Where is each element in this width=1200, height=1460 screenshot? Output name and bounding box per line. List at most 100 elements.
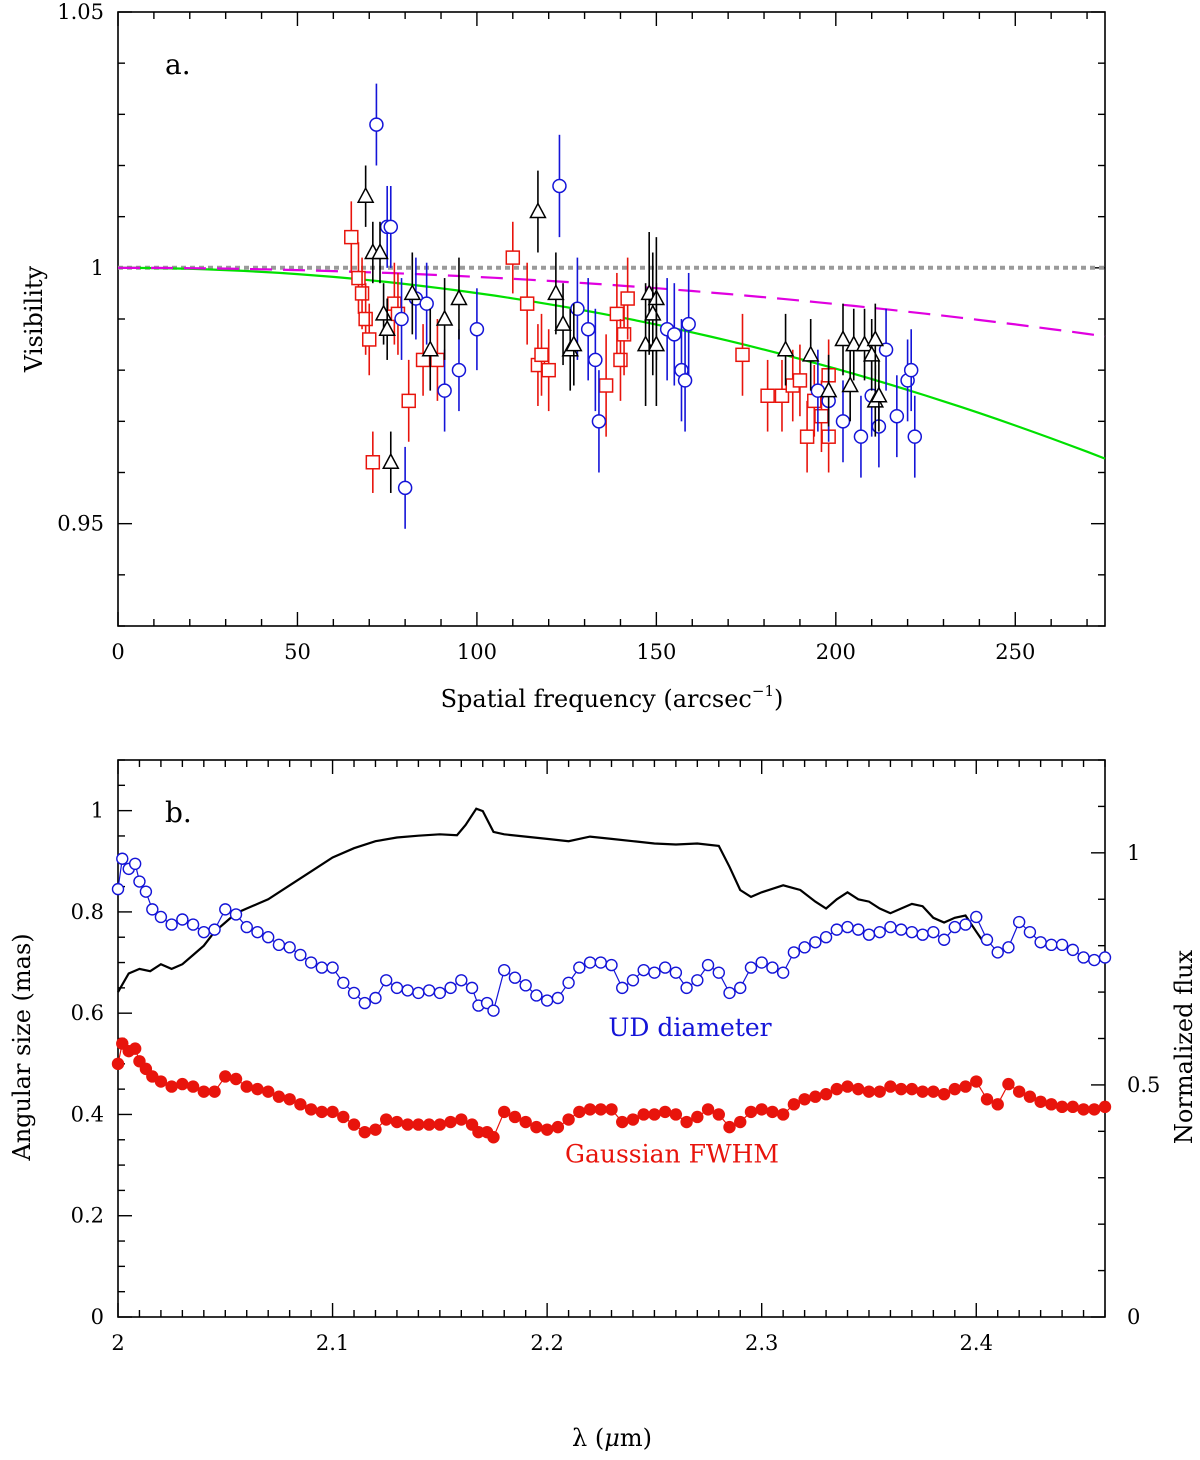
y2-tick-label: 0.5	[1127, 1073, 1160, 1097]
gaussian-fwhm-point	[830, 1082, 843, 1096]
ud-diameter-point	[573, 961, 586, 974]
ud-diameter-point	[508, 971, 522, 984]
circle-point	[552, 178, 567, 194]
gaussian-fwhm-point	[229, 1072, 243, 1086]
gaussian-fwhm-point	[669, 1108, 683, 1121]
ud-diameter-point	[916, 928, 929, 941]
triangle-point	[834, 329, 852, 347]
ud-diameter-point	[358, 996, 371, 1010]
circle-point	[419, 296, 434, 311]
triangle-point	[801, 345, 820, 362]
panel-b: 2 2.1 2.2 2.3 2.4 0 0.2 0.4 0.6 0.8 1 0 0.5 1 b. UD d…	[8, 759, 1198, 1452]
ud-diameter-point	[240, 920, 253, 934]
gaussian-fwhm-point	[594, 1103, 607, 1116]
gaussian-fwhm-point	[809, 1090, 822, 1103]
gaussian-fwhm-point	[701, 1103, 715, 1116]
ud-diameter-point	[111, 882, 125, 896]
panel-a-ylabel: Visibility	[20, 265, 48, 373]
ud-diameter-point	[1002, 941, 1015, 954]
circle-point	[588, 352, 603, 368]
square-point	[401, 393, 416, 409]
normalized-flux-line	[117, 807, 984, 993]
gaussian-fwhm-point	[433, 1118, 447, 1131]
ud-diameter-point	[165, 918, 178, 931]
ud-diameter-point	[884, 920, 897, 934]
square-point	[760, 388, 775, 403]
square-point	[358, 311, 373, 327]
ud-diameter-point	[626, 974, 640, 987]
gaussian-fwhm-point	[648, 1108, 661, 1121]
triangle-point	[382, 452, 400, 470]
triangle-point	[819, 381, 838, 398]
gaussian-fwhm-point	[380, 1113, 393, 1126]
ud-diameter-point	[1045, 938, 1058, 952]
gaussian-fwhm-point	[852, 1082, 865, 1096]
square-point	[792, 373, 808, 388]
ud-diameter-point	[551, 991, 565, 1005]
ud-diameter-point	[583, 956, 597, 969]
square-point	[505, 250, 521, 265]
gaussian-fwhm-point	[605, 1103, 618, 1116]
x-tick-label: 0	[111, 640, 124, 664]
gaussian-fwhm-point	[916, 1085, 929, 1098]
gaussian-fwhm-point	[519, 1115, 532, 1129]
model-curve-solid	[117, 266, 1106, 460]
square-point	[613, 352, 628, 368]
ud-diameter-point	[229, 908, 243, 921]
gaussian-fwhm-point	[959, 1080, 972, 1093]
gaussian-fwhm-point	[369, 1123, 382, 1136]
gaussian-fwhm-point	[240, 1080, 253, 1093]
gaussian-fwhm-point	[970, 1075, 983, 1088]
ud-diameter-point	[980, 933, 994, 946]
ud-diameter-point	[530, 989, 543, 1002]
gaussian-fwhm-point	[347, 1118, 361, 1131]
square-point	[814, 408, 829, 424]
square-point	[344, 229, 359, 245]
ud-diameter-point	[116, 852, 129, 865]
ud-diameter-point	[498, 963, 511, 977]
triangle-point	[644, 304, 662, 321]
x-tick-label: 100	[457, 640, 497, 664]
gaussian-fwhm-point	[261, 1085, 275, 1098]
gaussian-fwhm-point	[927, 1085, 940, 1098]
ud-diameter-point	[1034, 936, 1047, 949]
ud-diameter-point	[1077, 951, 1090, 964]
ud-diameter-point	[991, 946, 1004, 959]
x-tick-label: 2.3	[745, 1331, 778, 1355]
ud-diameter-point	[219, 903, 232, 916]
ud-diameter-point	[455, 974, 468, 987]
ud-diameter-point	[304, 956, 318, 969]
circle-point	[394, 311, 409, 327]
circle-point	[903, 362, 919, 378]
gaussian-fwhm-point	[755, 1103, 768, 1116]
gaussian-fwhm-point	[1066, 1100, 1080, 1114]
gaussian-fwhm-point	[530, 1120, 543, 1134]
x-tick-label: 2	[111, 1331, 124, 1355]
panel-a: 0 50 100 150 200 250 0.95 1 1.05 a. Spatial freq…	[20, 0, 1106, 713]
square-point	[735, 347, 750, 363]
gaussian-fwhm-point	[128, 1042, 142, 1055]
gaussian-fwhm-point	[894, 1082, 908, 1096]
gaussian-fwhm-point	[583, 1103, 597, 1116]
square-point	[365, 455, 381, 470]
ud-diameter-point	[787, 946, 801, 959]
ud-diameter-point	[1088, 953, 1101, 967]
ud-diameter-point	[315, 961, 329, 974]
x-tick-label: 50	[284, 640, 311, 664]
x-tick-label: 2.2	[530, 1331, 563, 1355]
x-tick-label: 150	[636, 640, 676, 664]
circle-point	[570, 301, 585, 317]
gaussian-fwhm-point	[616, 1115, 629, 1129]
ud-diameter-point	[680, 981, 693, 995]
ud-diameter-point	[819, 931, 833, 944]
gaussian-fwhm-point	[723, 1120, 736, 1134]
gaussian-fwhm-point	[326, 1105, 339, 1119]
triangle-point	[356, 186, 375, 203]
y-tick-label: 0.4	[71, 1102, 104, 1126]
panel-a-points	[344, 83, 923, 529]
panel-a-xlabel-sup: −1	[752, 682, 774, 700]
gaussian-fwhm-point	[540, 1123, 554, 1136]
ud-diameter-point	[380, 974, 393, 987]
model-curve-dashed	[117, 266, 1106, 338]
